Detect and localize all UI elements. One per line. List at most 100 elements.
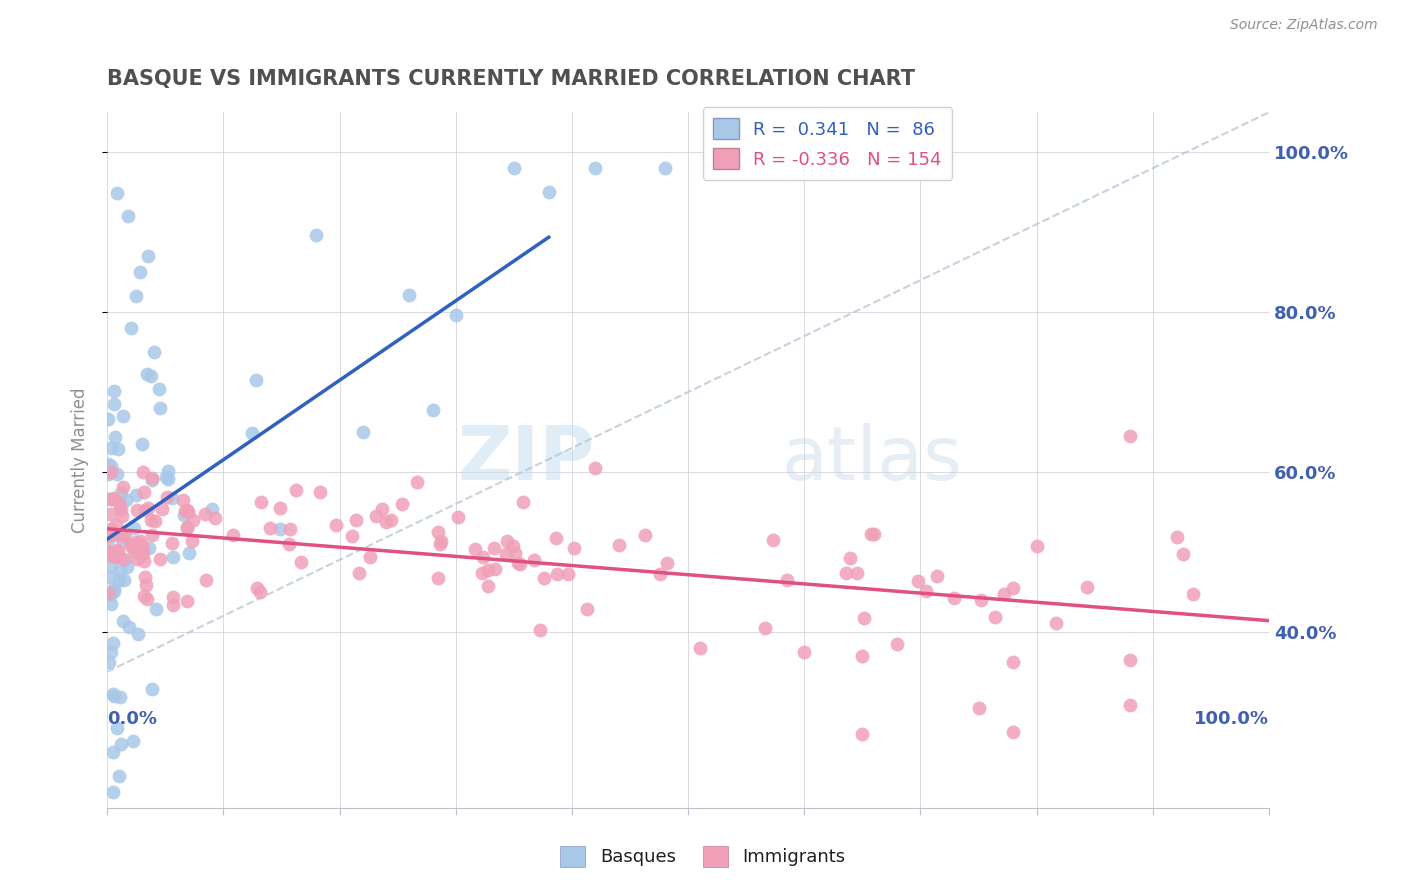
Point xyxy=(482,541,505,556)
Point xyxy=(100,559,122,574)
Point xyxy=(204,511,226,525)
Point xyxy=(104,430,127,444)
Point xyxy=(127,503,149,517)
Point xyxy=(634,528,657,542)
Point xyxy=(495,547,517,561)
Point xyxy=(112,552,135,566)
Point xyxy=(108,690,131,704)
Point xyxy=(967,700,990,714)
Point xyxy=(98,507,121,521)
Point xyxy=(1076,580,1098,594)
Point xyxy=(340,529,363,543)
Point xyxy=(650,566,672,581)
Point xyxy=(496,534,519,549)
Point xyxy=(97,467,120,481)
Point xyxy=(371,502,394,516)
Point xyxy=(131,548,153,562)
Point xyxy=(160,536,183,550)
Point xyxy=(148,401,170,415)
Point xyxy=(325,518,347,533)
Point xyxy=(846,566,869,580)
Point xyxy=(134,570,156,584)
Point xyxy=(122,733,145,747)
Point xyxy=(97,529,120,543)
Point xyxy=(173,508,195,522)
Point xyxy=(141,470,163,484)
Point xyxy=(141,681,163,696)
Point xyxy=(103,687,125,701)
Point xyxy=(907,574,929,588)
Point xyxy=(120,539,142,553)
Point xyxy=(141,473,163,487)
Point xyxy=(110,501,132,516)
Point xyxy=(155,469,177,483)
Point xyxy=(406,475,429,490)
Point xyxy=(101,745,124,759)
Point xyxy=(100,586,122,600)
Point xyxy=(148,382,170,396)
Point xyxy=(104,549,127,563)
Point xyxy=(103,527,125,541)
Point xyxy=(134,503,156,517)
Point xyxy=(1171,547,1194,561)
Point xyxy=(426,571,449,585)
Point xyxy=(125,289,148,303)
Text: 0.0%: 0.0% xyxy=(107,710,157,728)
Text: 100.0%: 100.0% xyxy=(1194,710,1270,728)
Point xyxy=(103,584,125,599)
Point xyxy=(125,488,148,502)
Point xyxy=(136,500,159,515)
Point xyxy=(117,560,139,574)
Point xyxy=(97,655,120,669)
Point xyxy=(136,249,159,263)
Point xyxy=(162,590,184,604)
Point xyxy=(100,465,122,479)
Point xyxy=(103,397,125,411)
Point xyxy=(103,635,125,649)
Point xyxy=(100,597,122,611)
Point xyxy=(128,534,150,549)
Point xyxy=(141,527,163,541)
Point xyxy=(427,524,450,539)
Legend: R =  0.341   N =  86, R = -0.336   N = 154: R = 0.341 N = 86, R = -0.336 N = 154 xyxy=(703,107,952,180)
Point xyxy=(98,525,121,540)
Point xyxy=(103,384,125,399)
Point xyxy=(131,436,153,450)
Point xyxy=(754,621,776,635)
Point xyxy=(502,540,524,554)
Point xyxy=(138,541,160,555)
Point xyxy=(112,533,135,548)
Point xyxy=(943,591,966,605)
Point xyxy=(107,467,129,481)
Point xyxy=(259,521,281,535)
Point xyxy=(859,527,882,541)
Point xyxy=(222,528,245,542)
Point xyxy=(1118,653,1140,667)
Point xyxy=(117,209,139,223)
Point xyxy=(112,553,135,567)
Point xyxy=(927,569,949,583)
Point xyxy=(135,578,157,592)
Point xyxy=(105,186,128,201)
Point xyxy=(100,523,122,537)
Point xyxy=(100,459,122,474)
Point xyxy=(607,538,630,552)
Point xyxy=(97,533,120,548)
Point xyxy=(105,517,128,532)
Point xyxy=(240,426,263,441)
Point xyxy=(103,581,125,595)
Point xyxy=(863,526,886,541)
Point xyxy=(112,480,135,494)
Point xyxy=(100,441,122,455)
Point xyxy=(429,533,451,548)
Point xyxy=(776,573,799,587)
Point xyxy=(97,411,120,425)
Point xyxy=(160,491,183,506)
Point xyxy=(110,499,132,513)
Point xyxy=(132,554,155,568)
Point xyxy=(509,557,531,571)
Point xyxy=(344,513,367,527)
Point xyxy=(103,549,125,563)
Point xyxy=(1026,539,1049,553)
Point xyxy=(108,565,131,579)
